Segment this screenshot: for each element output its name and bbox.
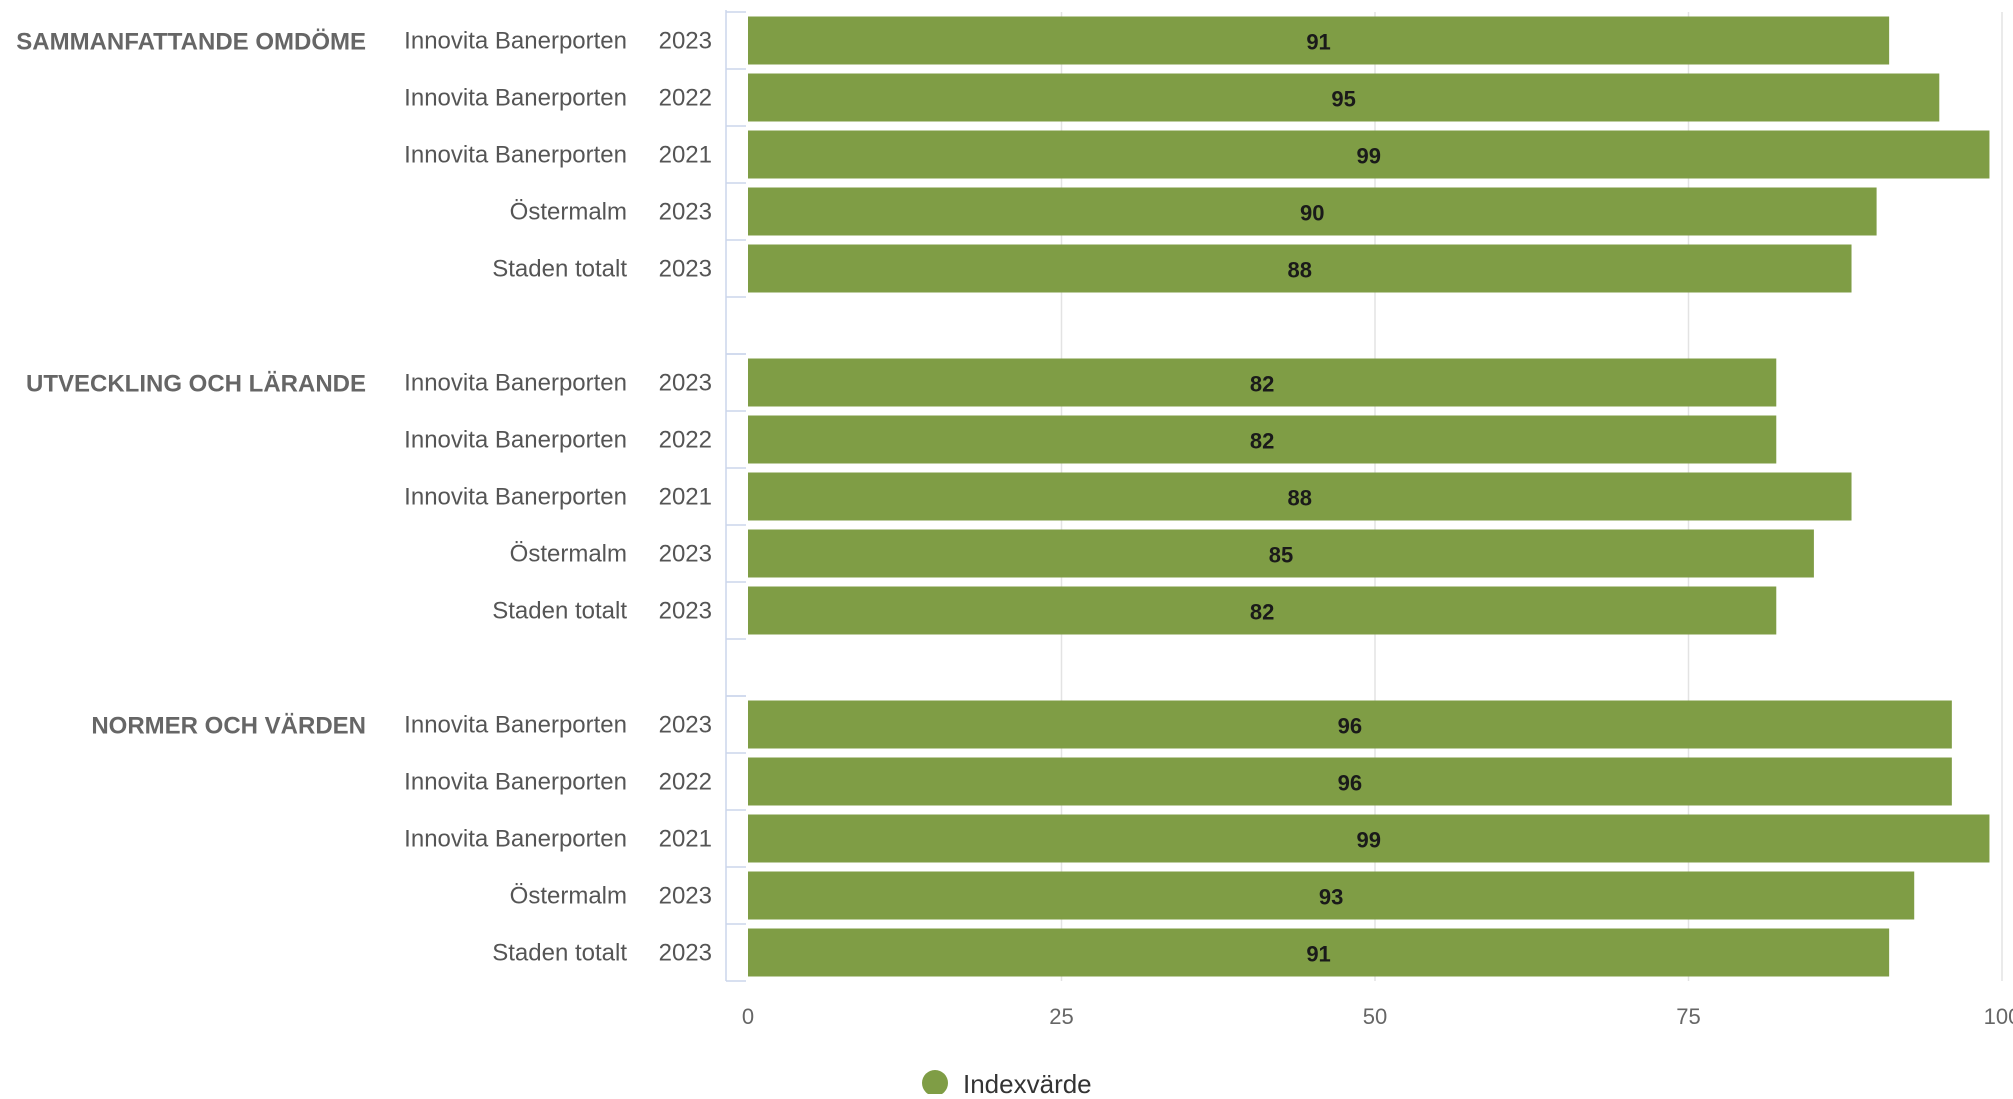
bar-value-label: 99 bbox=[1356, 828, 1380, 853]
bar-value-label: 95 bbox=[1331, 87, 1355, 112]
row-unit-label: Östermalm bbox=[510, 883, 627, 910]
row-year-label: 2023 bbox=[659, 28, 712, 55]
legend[interactable]: Indexvärde bbox=[922, 1069, 1092, 1099]
row-unit-label: Innovita Banerporten bbox=[404, 142, 627, 169]
row-year-label: 2023 bbox=[659, 541, 712, 568]
row-unit-label: Östermalm bbox=[510, 199, 627, 226]
row-unit-label: Innovita Banerporten bbox=[404, 484, 627, 511]
x-axis-ticks: 0 25 50 75 100 bbox=[742, 1004, 2013, 1029]
bar-value-label: 82 bbox=[1250, 429, 1274, 454]
row-year-label: 2021 bbox=[659, 142, 712, 169]
bar-value-label: 85 bbox=[1269, 543, 1293, 568]
group-label: SAMMANFATTANDE OMDÖME bbox=[16, 29, 366, 56]
bar-value-label: 99 bbox=[1356, 144, 1380, 169]
row-unit-label: Innovita Banerporten bbox=[404, 427, 627, 454]
bar[interactable] bbox=[748, 415, 1777, 464]
bars: 91 95 99 90 88 82 82 88 85 82 96 96 99 93 91 bbox=[748, 16, 1990, 977]
legend-label: Indexvärde bbox=[963, 1069, 1092, 1094]
row-year-label: 2023 bbox=[659, 199, 712, 226]
bar-value-label: 96 bbox=[1338, 714, 1362, 739]
bar-value-label: 90 bbox=[1300, 201, 1324, 226]
row-year-label: 2023 bbox=[659, 598, 712, 625]
bar[interactable] bbox=[748, 73, 1940, 122]
bar[interactable] bbox=[748, 130, 1990, 179]
bar[interactable] bbox=[748, 700, 1952, 749]
row-unit-label: Innovita Banerporten bbox=[404, 769, 627, 796]
bar[interactable] bbox=[748, 358, 1777, 407]
bar-value-label: 93 bbox=[1319, 885, 1343, 910]
group-label: NORMER OCH VÄRDEN bbox=[91, 713, 366, 740]
bar-value-label: 88 bbox=[1288, 486, 1312, 511]
bar-value-label: 82 bbox=[1250, 600, 1274, 625]
group-label: UTVECKLING OCH LÄRANDE bbox=[26, 371, 366, 398]
bar[interactable] bbox=[748, 871, 1915, 920]
row-year-label: 2023 bbox=[659, 712, 712, 739]
bar-value-label: 91 bbox=[1306, 942, 1330, 967]
bar[interactable] bbox=[748, 586, 1777, 635]
bar-value-label: 82 bbox=[1250, 372, 1274, 397]
legend-marker bbox=[922, 1070, 948, 1096]
x-tick-label: 75 bbox=[1676, 1004, 1700, 1029]
row-unit-label: Innovita Banerporten bbox=[404, 712, 627, 739]
bar[interactable] bbox=[748, 16, 1890, 65]
row-unit-label: Staden totalt bbox=[492, 598, 627, 625]
x-tick-label: 25 bbox=[1049, 1004, 1073, 1029]
row-year-label: 2022 bbox=[659, 427, 712, 454]
row-year-label: 2021 bbox=[659, 826, 712, 853]
x-tick-label: 50 bbox=[1363, 1004, 1387, 1029]
row-unit-label: Innovita Banerporten bbox=[404, 28, 627, 55]
row-unit-label: Östermalm bbox=[510, 541, 627, 568]
row-year-label: 2022 bbox=[659, 769, 712, 796]
row-year-label: 2023 bbox=[659, 883, 712, 910]
x-tick-label: 100 bbox=[1984, 1004, 2013, 1029]
bar-value-label: 88 bbox=[1288, 258, 1312, 283]
bar[interactable] bbox=[748, 244, 1852, 293]
row-unit-label: Staden totalt bbox=[492, 256, 627, 283]
bar-value-label: 91 bbox=[1306, 30, 1330, 55]
row-unit-label: Innovita Banerporten bbox=[404, 826, 627, 853]
bar[interactable] bbox=[748, 757, 1952, 806]
bar[interactable] bbox=[748, 529, 1814, 578]
row-year-label: 2023 bbox=[659, 256, 712, 283]
bar[interactable] bbox=[748, 814, 1990, 863]
row-unit-label: Staden totalt bbox=[492, 940, 627, 967]
row-year-label: 2022 bbox=[659, 85, 712, 112]
bar[interactable] bbox=[748, 472, 1852, 521]
row-unit-label: Innovita Banerporten bbox=[404, 370, 627, 397]
bar-value-label: 96 bbox=[1338, 771, 1362, 796]
row-unit-label: Innovita Banerporten bbox=[404, 85, 627, 112]
row-year-label: 2023 bbox=[659, 940, 712, 967]
bar[interactable] bbox=[748, 187, 1877, 236]
row-year-label: 2023 bbox=[659, 370, 712, 397]
bar[interactable] bbox=[748, 928, 1890, 977]
row-year-label: 2021 bbox=[659, 484, 712, 511]
x-tick-label: 0 bbox=[742, 1004, 754, 1029]
